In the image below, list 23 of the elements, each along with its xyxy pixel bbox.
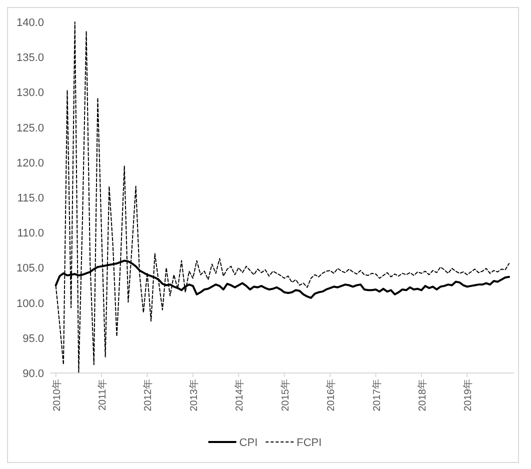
x-tick-label: 2013年: [188, 379, 200, 412]
y-tick-label: 100.0: [16, 298, 44, 310]
x-tick-label: 2019年: [462, 379, 474, 412]
legend-label: FCPI: [296, 437, 322, 449]
x-tick-label: 2010年: [50, 379, 63, 412]
y-tick-label: 105.0: [16, 262, 44, 275]
x-tick-label: 2012年: [142, 379, 154, 412]
y-tick-label: 95.0: [22, 332, 44, 345]
y-tick-label: 110.0: [17, 228, 44, 240]
y-tick-label: 120.0: [16, 157, 44, 170]
x-tick-label: 2011年: [96, 379, 109, 411]
y-tick-label: 115.0: [17, 192, 44, 204]
x-tick-label: 2017年: [370, 379, 383, 412]
x-tick-label: 2018年: [416, 379, 428, 412]
x-tick-label: 2016年: [325, 379, 338, 412]
x-tick-label: 2014年: [234, 379, 246, 412]
y-tick-label: 140.0: [16, 17, 44, 29]
y-tick-label: 125.0: [16, 122, 44, 134]
y-tick-label: 90.0: [22, 368, 44, 380]
y-tick-label: 130.0: [16, 87, 44, 100]
x-tick-label: 2015年: [279, 379, 292, 412]
legend-label: CPI: [239, 437, 258, 449]
y-tick-label: 135.0: [16, 52, 44, 64]
